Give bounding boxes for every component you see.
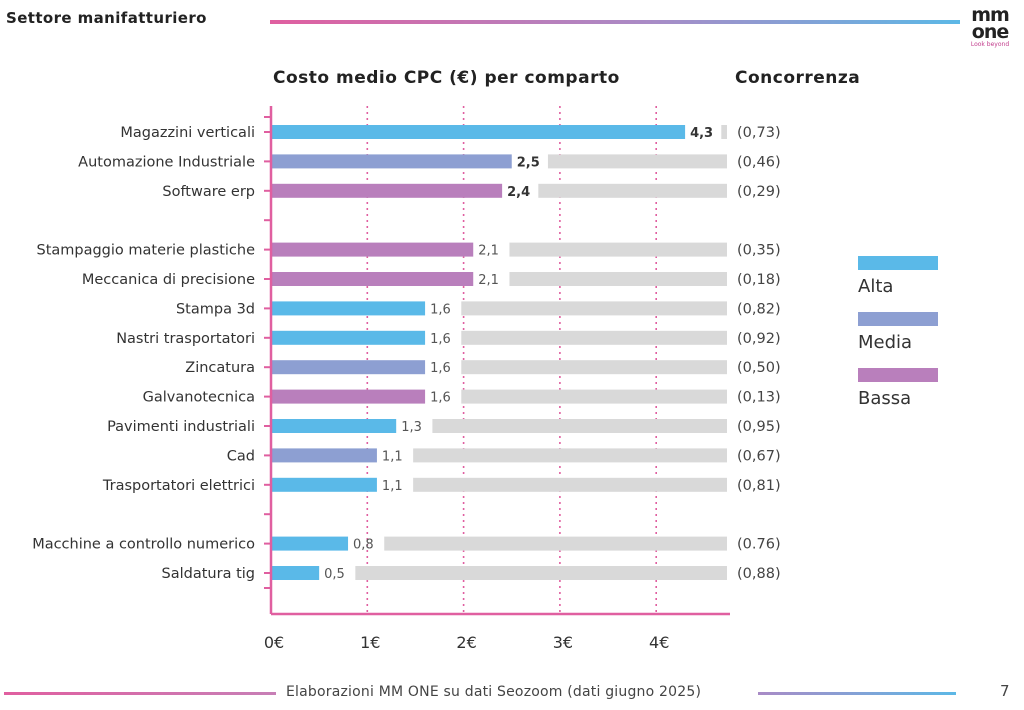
competition-label: (0,88) [737, 566, 781, 582]
legend-label: Media [858, 332, 913, 353]
data-label: 1,3 [401, 420, 422, 435]
data-label: 0,8 [353, 538, 374, 553]
competition-label: (0,95) [737, 419, 781, 435]
data-label: 0,5 [324, 567, 345, 582]
x-tick-label: 2€ [456, 633, 476, 652]
competition-label: (0,35) [737, 243, 781, 259]
bar [271, 154, 512, 169]
category-label: Stampa 3d [176, 301, 255, 317]
bar-track [547, 154, 727, 169]
competition-label: (0,82) [737, 301, 781, 317]
bar [271, 360, 426, 375]
competition-title: Concorrenza [735, 68, 861, 88]
bar [271, 242, 474, 257]
bar-track [432, 419, 727, 433]
header-divider [270, 20, 960, 24]
bar-track [413, 477, 727, 492]
bar-track [461, 330, 727, 345]
category-label: Meccanica di precisione [82, 272, 255, 288]
source-note: Elaborazioni MM ONE su dati Seozoom (dat… [286, 684, 702, 700]
competition-label: (0,92) [737, 331, 781, 347]
category-label: Magazzini verticali [120, 125, 255, 141]
data-label: 1,6 [430, 361, 451, 376]
bar-track [509, 272, 727, 286]
x-tick-label: 4€ [649, 633, 669, 652]
bar [271, 419, 397, 433]
competition-label: (0.76) [737, 537, 781, 553]
competition-label: (0,18) [737, 272, 781, 288]
x-tick-label: 1€ [360, 633, 380, 652]
category-label: Saldatura tig [162, 566, 255, 582]
competition-label: (0,29) [737, 184, 781, 200]
legend-item: Bassa [858, 368, 938, 409]
category-label: Software erp [162, 184, 255, 200]
bar-track [413, 448, 727, 463]
competition-label: (0,50) [737, 360, 781, 376]
legend-item: Media [858, 312, 938, 353]
competition-label: (0,73) [737, 125, 781, 141]
legend-label: Alta [858, 276, 894, 297]
page-title: Settore manifatturiero [6, 9, 207, 27]
brand-logo: mm one Look beyond [970, 4, 1010, 49]
legend-label: Bassa [858, 388, 912, 409]
category-label: Pavimenti industriali [107, 419, 255, 435]
x-tick-label: 3€ [553, 633, 573, 652]
legend-item: Alta [858, 256, 938, 297]
chart-title: Costo medio CPC (€) per comparto [273, 68, 620, 88]
legend-swatch [858, 256, 938, 270]
data-label: 2,5 [517, 155, 540, 170]
data-label: 2,1 [478, 273, 499, 288]
bar-track [461, 389, 727, 404]
category-label: Trasportatori elettrici [102, 478, 255, 494]
category-label: Macchine a controllo numerico [32, 537, 255, 553]
bar [271, 125, 686, 139]
data-label: 1,6 [430, 391, 451, 406]
bar [271, 477, 377, 492]
bar [271, 183, 503, 198]
bar-track [509, 242, 727, 257]
legend-swatch [858, 312, 938, 326]
data-label: 2,1 [478, 244, 499, 259]
competition-label: (0,13) [737, 390, 781, 406]
page-number: 7 [1000, 682, 1010, 700]
competition-label: (0,81) [737, 478, 781, 494]
bar-track [538, 183, 727, 198]
category-label: Automazione Industriale [78, 154, 255, 170]
footer-divider-left [4, 692, 276, 695]
bar [271, 566, 320, 580]
data-label: 1,6 [430, 302, 451, 317]
bar [271, 301, 426, 316]
bar [271, 389, 426, 404]
bar [271, 536, 349, 551]
category-label: Stampaggio materie plastiche [36, 243, 255, 259]
legend-swatch [858, 368, 938, 382]
bar-track [355, 566, 727, 580]
bar-track [721, 125, 727, 139]
category-label: Nastri trasportatori [116, 331, 255, 347]
data-label: 1,1 [382, 479, 403, 494]
data-label: 1,6 [430, 332, 451, 347]
bar-track [384, 536, 727, 551]
bar [271, 272, 474, 286]
footer-divider-right [758, 692, 956, 695]
data-label: 1,1 [382, 449, 403, 464]
bar [271, 448, 377, 463]
x-tick-label: 0€ [264, 633, 284, 652]
category-label: Cad [227, 448, 255, 464]
data-label: 2,4 [507, 185, 530, 200]
competition-label: (0,67) [737, 448, 781, 464]
data-label: 4,3 [690, 126, 713, 141]
category-label: Galvanotecnica [143, 390, 255, 406]
bar-track [461, 301, 727, 316]
competition-label: (0,46) [737, 154, 781, 170]
bar-track [461, 360, 727, 375]
category-label: Zincatura [185, 360, 255, 376]
bar [271, 330, 426, 345]
